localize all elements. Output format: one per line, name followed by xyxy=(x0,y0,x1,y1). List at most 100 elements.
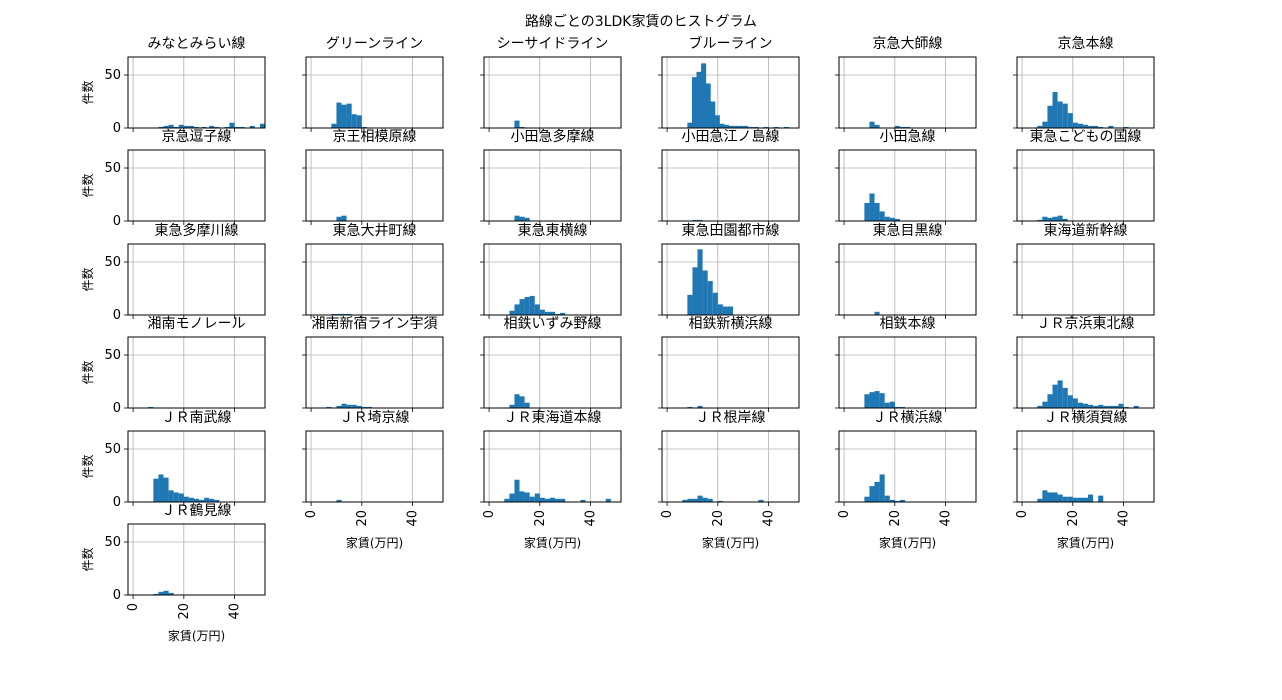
panel-title: 東急大井町線 xyxy=(333,223,417,239)
panel-frame xyxy=(661,149,800,222)
panel-background xyxy=(662,57,799,128)
histogram-bar xyxy=(158,474,164,502)
panel-frame xyxy=(661,243,800,316)
histogram-bar xyxy=(753,126,759,128)
panel-title: ＪＲ東海道本線 xyxy=(504,410,602,426)
histogram-bar xyxy=(229,122,235,128)
histogram-bar xyxy=(884,216,890,221)
histogram-bar xyxy=(1042,216,1048,221)
histogram-bar xyxy=(1052,216,1058,221)
x-tick-label: 0 xyxy=(126,603,141,611)
x-tick-label: 40 xyxy=(1117,510,1132,527)
histogram-bar xyxy=(356,405,362,408)
histogram-bar xyxy=(341,104,347,128)
y-tick-label: 0 xyxy=(113,121,121,136)
histogram-bar xyxy=(727,306,734,315)
x-tick-label: 20 xyxy=(1066,510,1081,527)
x-tick-label: 0 xyxy=(1015,510,1030,518)
histogram-bar xyxy=(168,592,174,595)
histogram-bar xyxy=(773,126,779,128)
x-axis-label: 家賃(万円) xyxy=(168,628,225,643)
panel-background xyxy=(306,337,443,408)
panel-19: 湘南モノレール 0 50 件数 xyxy=(80,316,266,416)
panel-background xyxy=(306,150,443,221)
panel-title: ＪＲ埼京線 xyxy=(340,410,410,426)
histogram-bar xyxy=(1133,405,1139,408)
histogram-bar xyxy=(1057,101,1063,128)
histogram-bar xyxy=(188,125,194,128)
panel-title: みなとみらい線 xyxy=(148,36,246,52)
x-axis-label: 家賃(万円) xyxy=(1057,535,1114,550)
histogram-bar xyxy=(519,126,525,128)
panel-background xyxy=(839,150,976,221)
histogram-bar xyxy=(1088,494,1094,502)
histogram-bar xyxy=(519,491,525,502)
x-tick-label: 40 xyxy=(584,510,599,527)
histogram-bar xyxy=(1057,494,1063,502)
histogram-bar xyxy=(869,486,875,502)
histogram-bar xyxy=(183,496,189,502)
panel-16: 東急田園都市線 xyxy=(658,222,800,319)
histogram-bar xyxy=(524,217,530,221)
histogram-bar xyxy=(1037,219,1043,221)
panel-title: 小田急江ノ島線 xyxy=(682,129,780,145)
panel-17: 東急目黒線 xyxy=(835,223,977,319)
panel-frame xyxy=(1016,243,1155,316)
panel-title: 京急本線 xyxy=(1058,36,1114,52)
y-tick-label: 0 xyxy=(113,495,121,510)
panel-23: 相鉄本線 xyxy=(835,316,977,412)
histogram-bar xyxy=(1123,406,1129,408)
histogram-bar xyxy=(864,202,870,221)
panel-background xyxy=(484,431,621,502)
histogram-bar xyxy=(168,124,174,128)
histogram-bar xyxy=(259,123,265,128)
histogram-bar xyxy=(869,392,875,408)
histogram-bar xyxy=(1067,113,1073,128)
panel-5: 京急大師線 xyxy=(835,36,977,132)
histogram-bar xyxy=(346,103,352,128)
histogram-bar xyxy=(504,498,510,502)
panel-8: 京王相模原線 xyxy=(302,129,444,225)
panel-background xyxy=(128,57,265,128)
histogram-bar xyxy=(158,591,164,595)
panel-title: 東急東横線 xyxy=(518,223,588,239)
panel-frame xyxy=(483,243,622,316)
panel-title: 東急田園都市線 xyxy=(682,222,780,239)
histogram-bar xyxy=(1052,492,1058,502)
histogram-bar xyxy=(864,496,870,502)
histogram-bar xyxy=(687,122,693,128)
histogram-bar xyxy=(697,249,703,315)
histogram-bar xyxy=(514,304,520,315)
histogram-bar xyxy=(514,120,520,128)
histogram-bar xyxy=(899,126,905,128)
histogram-bar xyxy=(529,496,535,502)
histogram-bar xyxy=(874,311,880,315)
histogram-bar xyxy=(692,267,698,315)
panel-title: 京王相模原線 xyxy=(333,129,417,145)
histogram-bar xyxy=(894,500,900,502)
panel-10: 小田急江ノ島線 xyxy=(658,129,800,225)
histogram-bar xyxy=(524,296,530,315)
histogram-bar xyxy=(702,270,708,315)
histogram-bar xyxy=(1108,125,1114,128)
histogram-bar xyxy=(874,391,880,408)
y-axis-label: 件数 xyxy=(80,360,95,384)
histogram-bar xyxy=(163,477,169,502)
histogram-bar xyxy=(1093,125,1099,128)
panel-background xyxy=(306,431,443,502)
histogram-bar xyxy=(733,125,739,128)
panel-background xyxy=(839,57,976,128)
panel-frame xyxy=(483,430,622,503)
histogram-bar xyxy=(1077,123,1083,128)
histogram-bar xyxy=(874,202,880,221)
histogram-bar xyxy=(173,492,179,502)
histogram-bar xyxy=(560,312,566,315)
panel-background xyxy=(128,431,265,502)
panel-25: ＪＲ南武線 0 50 件数 xyxy=(80,410,266,510)
histogram-bar xyxy=(889,401,895,408)
histogram-bar xyxy=(539,497,545,502)
panel-frame xyxy=(127,523,266,596)
histogram-bar xyxy=(163,125,169,128)
histogram-bar xyxy=(336,313,342,315)
